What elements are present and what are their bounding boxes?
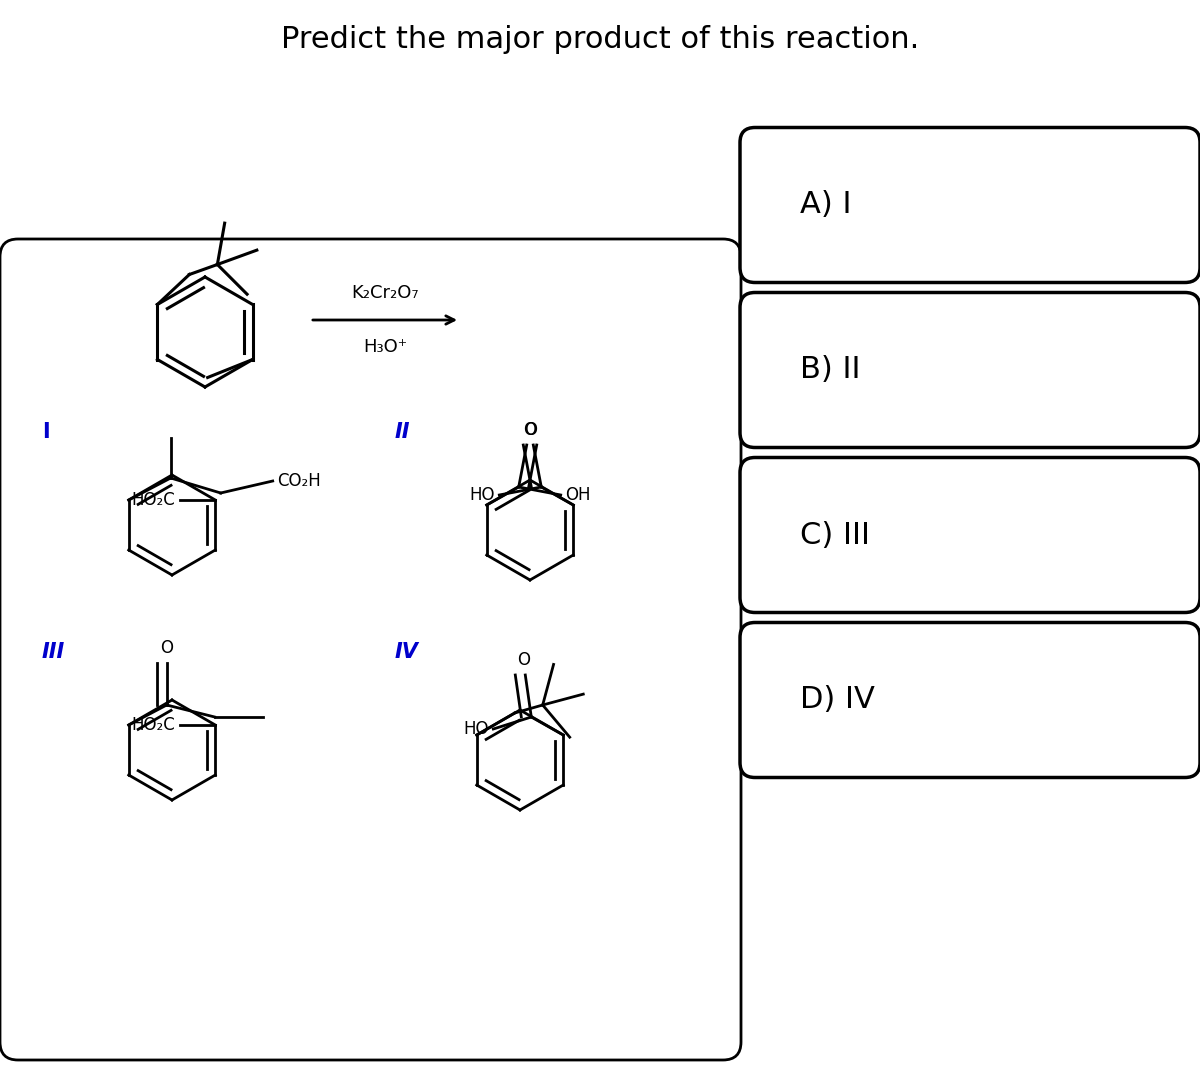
Text: K₂Cr₂O₇: K₂Cr₂O₇ bbox=[352, 284, 419, 302]
Text: IV: IV bbox=[395, 642, 419, 662]
Text: HO: HO bbox=[470, 486, 496, 504]
Text: CO₂H: CO₂H bbox=[277, 472, 320, 490]
Text: HO₂C: HO₂C bbox=[132, 491, 175, 509]
Text: B) II: B) II bbox=[800, 355, 860, 384]
FancyBboxPatch shape bbox=[740, 458, 1200, 612]
Text: A) I: A) I bbox=[800, 190, 852, 219]
FancyBboxPatch shape bbox=[740, 127, 1200, 282]
Text: O: O bbox=[524, 421, 538, 439]
Text: Predict the major product of this reaction.: Predict the major product of this reacti… bbox=[281, 25, 919, 54]
Text: O: O bbox=[523, 421, 536, 439]
Text: D) IV: D) IV bbox=[800, 686, 875, 715]
Text: III: III bbox=[42, 642, 65, 662]
Text: O: O bbox=[160, 639, 173, 657]
Text: C) III: C) III bbox=[800, 520, 870, 550]
Text: H₃O⁺: H₃O⁺ bbox=[362, 338, 407, 356]
FancyBboxPatch shape bbox=[740, 292, 1200, 447]
FancyBboxPatch shape bbox=[740, 623, 1200, 778]
Text: HO₂C: HO₂C bbox=[132, 716, 175, 734]
Text: OH: OH bbox=[565, 486, 590, 504]
FancyBboxPatch shape bbox=[0, 239, 742, 1060]
Text: HO: HO bbox=[464, 720, 490, 738]
Text: II: II bbox=[395, 422, 410, 442]
Text: O: O bbox=[517, 651, 530, 669]
Text: I: I bbox=[42, 422, 49, 442]
